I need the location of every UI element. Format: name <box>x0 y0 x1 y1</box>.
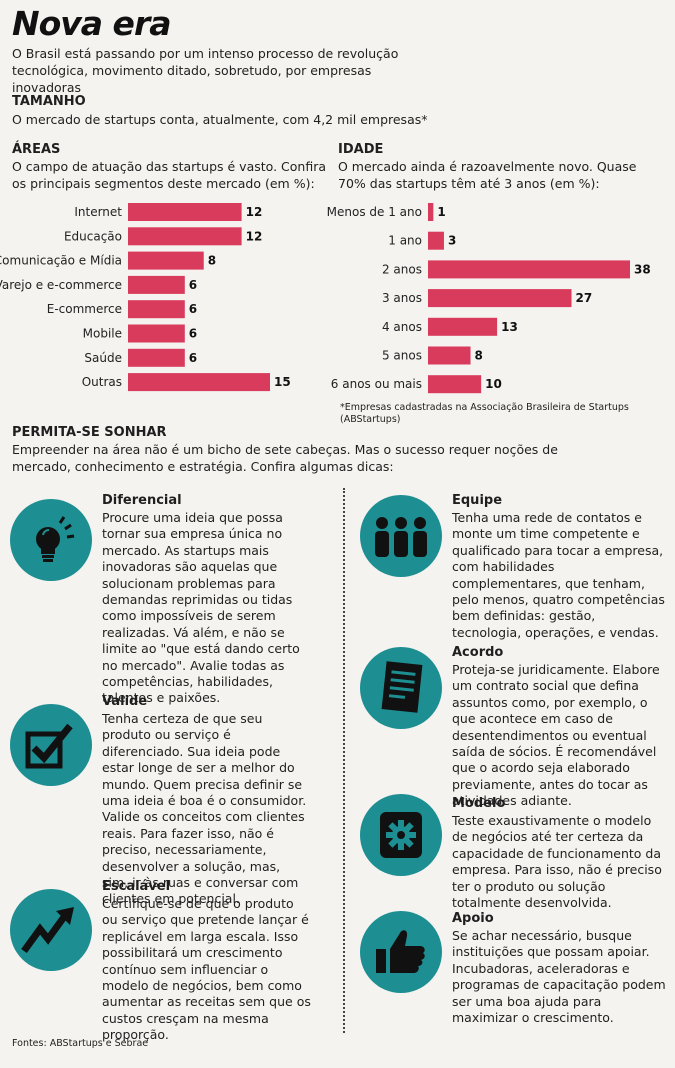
sonhar-heading: PERMITA-SE SONHAR <box>12 425 167 440</box>
tip-title: Acordo <box>452 645 504 660</box>
tip-title: Valide <box>102 694 148 709</box>
tip-text: Proteja-se juridicamente. Elabore um con… <box>452 662 660 809</box>
tip-text: Tenha uma rede de contatos e monte um ti… <box>452 510 665 640</box>
tamanho-text: O mercado de startups conta, atualmente,… <box>12 112 428 127</box>
sonhar-text: Empreender na área não é um bicho de set… <box>12 442 558 474</box>
data-label: 12 <box>246 229 263 243</box>
bar <box>128 203 242 221</box>
bar <box>428 231 444 250</box>
idade-footnote: *Empresas cadastradas na Associação Bras… <box>340 402 629 425</box>
areas-bar-chart: Internet 12 Educação 12 Comunicação e Mídia 8… <box>0 203 291 392</box>
data-label: 3 <box>448 234 456 248</box>
bar <box>128 300 185 319</box>
data-label: 38 <box>634 262 651 276</box>
idade-text: O mercado ainda é razoavelmente novo. Qu… <box>338 159 637 191</box>
category-label: 2 anos <box>382 262 422 276</box>
tip-title: Diferencial <box>102 493 182 508</box>
bar <box>128 348 185 367</box>
data-label: 27 <box>576 291 593 305</box>
bar <box>428 203 434 221</box>
tamanho-heading: TAMANHO <box>12 94 86 109</box>
category-label: Varejo e e-commerce <box>0 278 122 292</box>
category-label: Mobile <box>83 327 122 341</box>
bar <box>428 346 471 365</box>
idade-bar-chart: Menos de 1 ano 1 1 ano 3 2 anos 38 3 anos 27 4 a… <box>327 203 651 394</box>
category-label: Saúde <box>84 351 122 365</box>
category-label: 4 anos <box>382 320 422 334</box>
bar <box>128 251 204 270</box>
tip-text: Procure uma ideia que possa tornar sua e… <box>102 510 300 706</box>
trend-arrow-icon <box>10 889 92 971</box>
bar <box>128 324 185 343</box>
data-label: 10 <box>485 377 502 391</box>
checkbox-icon <box>10 704 92 786</box>
tip-title: Apoio <box>452 911 494 926</box>
idade-heading: IDADE <box>338 142 384 157</box>
areas-text: O campo de atuação das startups é vasto.… <box>12 159 326 191</box>
sources-footer: Fontes: ABStartups e Sebrae <box>12 1038 149 1049</box>
tip-title: Escalável <box>102 879 171 894</box>
category-label: 5 anos <box>382 349 422 363</box>
category-label: Outras <box>82 375 122 389</box>
bar <box>128 227 242 246</box>
tip-title: Equipe <box>452 493 503 508</box>
category-label: 3 anos <box>382 291 422 305</box>
bar <box>428 289 572 308</box>
bar <box>428 260 630 279</box>
page-title: Nova era <box>12 4 171 43</box>
tip-text: Teste exaustivamente o modelo de negócio… <box>452 813 662 911</box>
bar <box>128 373 270 392</box>
category-label: E-commerce <box>47 302 122 316</box>
data-label: 1 <box>437 205 445 219</box>
category-label: Educação <box>64 229 122 243</box>
data-label: 6 <box>189 327 197 341</box>
bar <box>428 317 498 336</box>
data-label: 12 <box>246 205 263 219</box>
tip-title: Modelo <box>452 796 506 811</box>
areas-heading: ÁREAS <box>12 142 61 157</box>
tip-text: Tenha certeza de que seu produto ou serv… <box>102 711 307 907</box>
lightbulb-icon <box>10 499 92 581</box>
data-label: 8 <box>208 254 216 268</box>
column-divider <box>343 488 345 1033</box>
page-subtitle: O Brasil está passando por um intenso pr… <box>12 46 399 95</box>
category-label: Menos de 1 ano <box>327 205 422 219</box>
gear-icon <box>360 794 442 876</box>
category-label: 6 anos ou mais <box>331 377 422 391</box>
data-label: 6 <box>189 351 197 365</box>
category-label: Internet <box>74 205 122 219</box>
bar <box>128 275 185 294</box>
data-label: 15 <box>274 375 291 389</box>
bar <box>428 375 482 394</box>
document-icon <box>360 647 442 729</box>
data-label: 8 <box>475 349 483 363</box>
data-label: 13 <box>501 320 518 334</box>
tip-text: Certifique-se de que o produto ou serviç… <box>102 896 311 1043</box>
data-label: 6 <box>189 302 197 316</box>
category-label: Comunicação e Mídia <box>0 254 122 268</box>
data-label: 6 <box>189 278 197 292</box>
category-label: 1 ano <box>388 234 422 248</box>
tip-text: Se achar necessário, busque instituições… <box>452 928 666 1026</box>
thumbs-up-icon <box>360 911 442 993</box>
team-icon <box>360 495 442 577</box>
